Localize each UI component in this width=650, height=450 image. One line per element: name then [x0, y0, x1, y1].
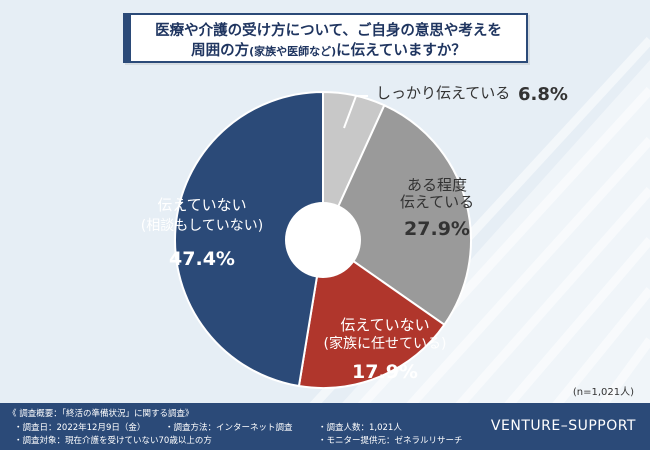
pie-slice-3	[297, 238, 446, 389]
label-slice-4-line1: 伝えていない	[157, 196, 246, 214]
label-slice-2-line1: ある程度	[407, 176, 467, 194]
title-line-1: 医療や介護の受け方について、ご自身の意思や考えを	[155, 23, 502, 39]
label-slice-4-value: 47.4%	[169, 248, 235, 270]
survey-overview: 《 調査概要：「終活の準備状況」に関する調査》	[8, 409, 194, 419]
survey-count: ・調査人数：1,021人	[318, 423, 402, 433]
title-line-2: 周囲の方(家族や医師など)に伝えていますか？	[191, 43, 466, 59]
survey-target: ・調査対象：現在介護を受けていない70歳以上の方	[14, 436, 212, 446]
label-slice-2-line2: 伝えている	[400, 193, 474, 211]
label-slice-1-value: 6.8%	[518, 84, 568, 105]
footer: 《 調査概要：「終活の準備状況」に関する調査》 ・調査日：2022年12月9日（…	[0, 403, 650, 450]
label-slice-2-value: 27.9%	[404, 218, 470, 240]
survey-method: ・調査方法：インターネット調査	[165, 423, 293, 433]
donut-hole	[285, 202, 361, 278]
label-slice-3-line2: (家族に任せている)	[324, 335, 447, 352]
title-box: 医療や介護の受け方について、ご自身の意思や考えを 周囲の方(家族や医師など)に伝…	[123, 13, 528, 63]
sample-size-note: (n=1,021人)	[572, 387, 634, 398]
label-slice-4-line2: (相談もしていない)	[141, 218, 264, 234]
monitor-provider: ・モニター提供元：ゼネラルリサーチ	[318, 436, 463, 446]
brand-logo: VENTURE–SUPPORT	[490, 418, 636, 434]
label-slice-3-value: 17.9%	[352, 361, 418, 383]
label-slice-3-line1: 伝えていない	[340, 316, 429, 334]
survey-date: ・調査日：2022年12月9日（金）	[14, 423, 146, 433]
pie-slice-2	[321, 103, 472, 327]
label-slice-1-name: しっかり伝えている	[376, 84, 510, 102]
leader-line	[343, 95, 368, 129]
pie-slice-4	[174, 90, 324, 388]
